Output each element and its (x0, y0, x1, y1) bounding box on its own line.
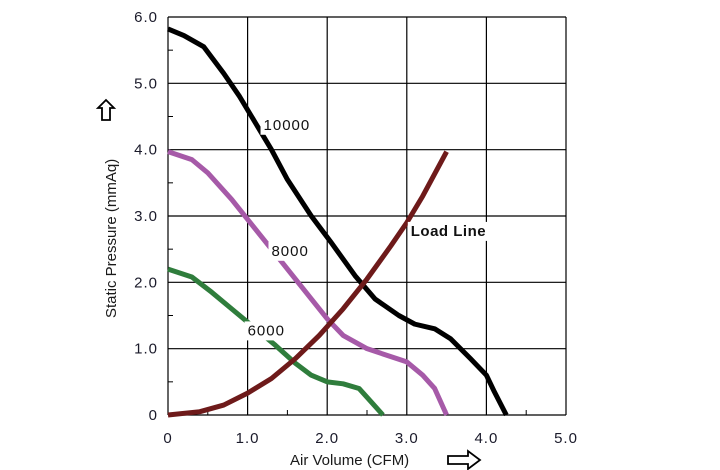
x-axis-label: Air Volume (CFM) (290, 452, 409, 469)
curve-label: 10000 (264, 117, 311, 134)
curve-label: 6000 (248, 322, 285, 339)
grid (167, 16, 567, 416)
x-arrow-icon (447, 449, 482, 470)
y-tick-label: 4.0 (134, 142, 158, 159)
x-tick-label: 2.0 (315, 430, 339, 447)
series-line-load-line (167, 150, 449, 418)
x-tick-label: 1.0 (236, 430, 260, 447)
curve-label: Load Line (411, 223, 486, 240)
tick-labels: 0 1.0 2.0 3.0 4.0 5.0 0 1.0 2.0 3.0 4.0 5.0 6.0 (134, 9, 578, 447)
x-tick-label: 4.0 (474, 430, 498, 447)
y-tick-label: 5.0 (134, 75, 158, 92)
curve-label-background (407, 221, 500, 241)
y-tick-label: 1.0 (134, 341, 158, 358)
curve-labels: 10000 8000 6000 Load Line (244, 115, 500, 341)
y-tick-label: 3.0 (134, 208, 158, 225)
curve-label-background (260, 115, 313, 135)
series-line-8000 (167, 149, 449, 417)
series-line-6000 (167, 266, 385, 417)
y-tick-label: 0 (149, 407, 158, 424)
series-lines (167, 26, 509, 418)
curve-label-background (244, 321, 288, 341)
series-line-10000 (167, 26, 509, 417)
x-tick-label: 3.0 (395, 430, 419, 447)
y-tick-label: 6.0 (134, 9, 158, 26)
y-arrow-icon (95, 98, 117, 121)
x-tick-label: 0 (163, 430, 172, 447)
x-tick-label: 5.0 (554, 430, 578, 447)
y-tick-label: 2.0 (134, 274, 158, 291)
curve-label: 8000 (271, 243, 308, 260)
y-axis-label: Static Pressure (mmAq) (103, 159, 120, 318)
curve-label-background (268, 241, 312, 261)
